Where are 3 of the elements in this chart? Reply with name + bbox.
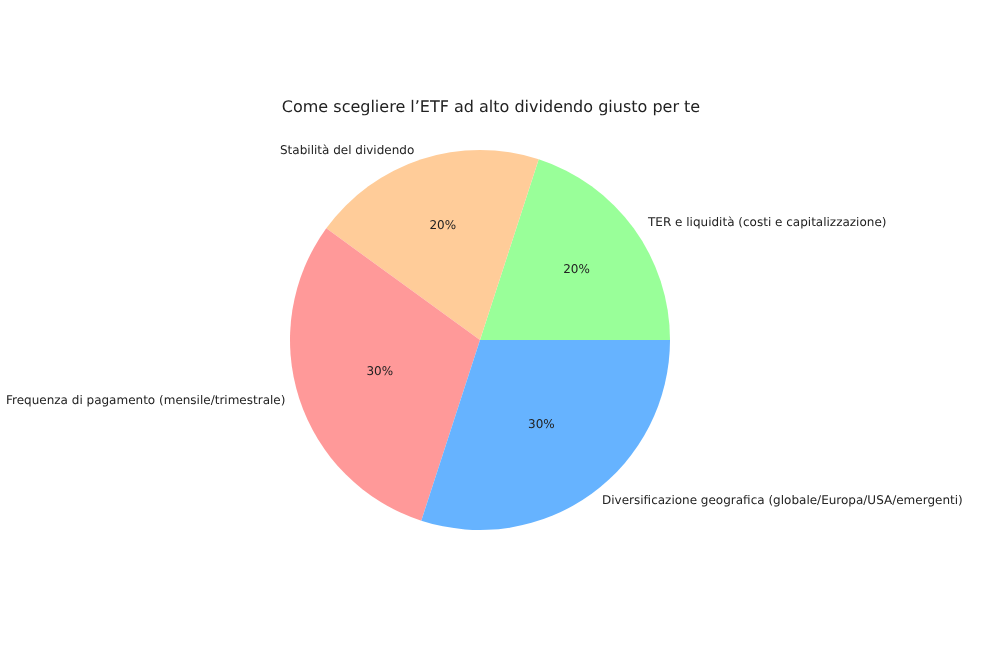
pie-slice xyxy=(480,159,670,340)
pie-slice xyxy=(290,228,480,521)
chart-title: Come scegliere l’ETF ad alto dividendo giusto per te xyxy=(281,97,701,116)
